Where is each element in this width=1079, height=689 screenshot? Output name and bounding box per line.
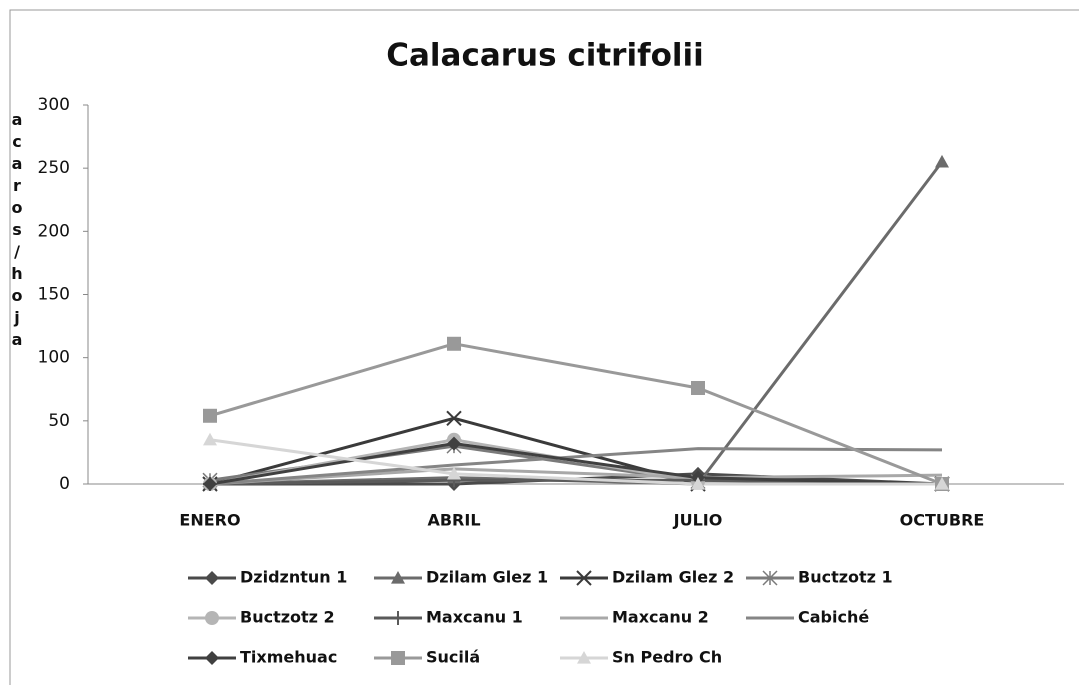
x-tick-label: ENERO	[179, 511, 240, 530]
marker	[203, 408, 217, 423]
legend-label: Tixmehuac	[240, 648, 337, 667]
legend-label: Buctzotz 2	[240, 608, 335, 627]
marker	[762, 570, 778, 586]
marker	[447, 466, 461, 480]
legend-label: Dzilam Glez 2	[612, 568, 734, 587]
x-tick-label: OCTUBRE	[900, 511, 985, 530]
series-line	[209, 342, 943, 486]
legend-label: Sucilá	[426, 648, 480, 667]
series-line	[209, 447, 943, 486]
marker	[205, 651, 219, 665]
marker	[691, 380, 705, 395]
y-axis-label: acaros/hoja	[8, 110, 27, 352]
legend-label: Sn Pedro Ch	[612, 648, 722, 667]
chart-title: Calacarus citrifolii	[386, 38, 704, 74]
y-tick-label: 100	[38, 348, 70, 368]
y-tick-label: 250	[38, 158, 70, 178]
marker	[447, 436, 461, 451]
y-tick-label: 0	[59, 474, 70, 494]
y-tick-label: 150	[38, 285, 70, 305]
y-tick-label: 50	[48, 411, 70, 431]
marker	[935, 477, 949, 490]
chart-frame	[9, 9, 1079, 689]
series-line	[209, 442, 943, 486]
marker	[446, 410, 462, 427]
marker	[391, 571, 405, 584]
marker	[447, 336, 461, 351]
marker	[203, 477, 217, 491]
legend-label: Dzidzntun 1	[240, 568, 347, 587]
x-tick-label: ABRIL	[427, 511, 480, 530]
legend-label: Maxcanu 2	[612, 608, 709, 627]
legend-label: Maxcanu 1	[426, 608, 523, 627]
marker	[576, 570, 592, 586]
marker	[205, 571, 219, 585]
legend-label: Dzilam Glez 1	[426, 568, 548, 587]
series-line	[209, 467, 943, 486]
x-tick-label: JULIO	[673, 511, 723, 530]
marker	[391, 651, 405, 665]
legend-label: Cabiché	[798, 608, 869, 627]
marker	[935, 154, 949, 168]
marker	[205, 611, 219, 625]
marker	[391, 611, 405, 625]
series-line	[209, 438, 942, 486]
marker	[203, 432, 217, 446]
legend-label: Buctzotz 1	[798, 568, 893, 587]
marker	[577, 651, 591, 664]
y-tick-label: 200	[38, 221, 70, 241]
y-tick-label: 300	[38, 95, 70, 115]
marker	[691, 477, 705, 490]
